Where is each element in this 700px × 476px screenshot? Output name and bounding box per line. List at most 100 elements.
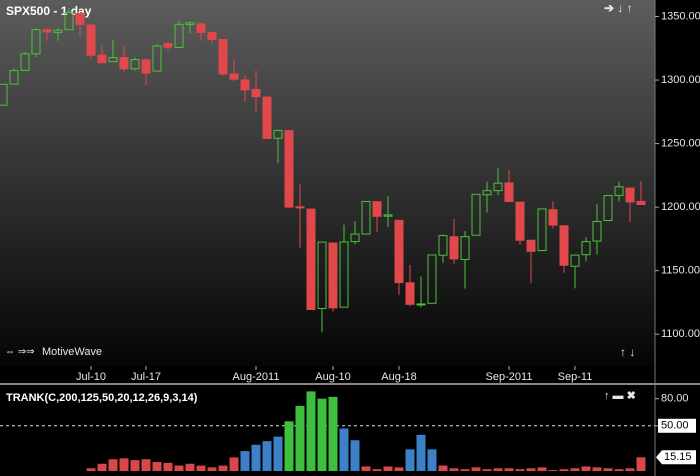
bar — [185, 463, 195, 471]
x-tick-label: Aug-2011 — [233, 371, 280, 383]
panel-icons[interactable]: ↑ ▬ ✖ — [604, 390, 636, 402]
candle-body — [262, 96, 272, 139]
chart-title: SPX500 - 1 day — [6, 4, 92, 18]
candle-body — [548, 209, 558, 226]
candle-body — [86, 24, 96, 56]
y-tick-label: 1200.00 — [661, 201, 700, 213]
candle-body — [20, 53, 30, 71]
bar — [383, 466, 393, 471]
bar — [548, 470, 558, 471]
candle-body — [592, 221, 602, 242]
candle-body — [504, 182, 514, 203]
candle-body — [493, 182, 503, 192]
bar — [460, 469, 470, 471]
candle-body — [559, 225, 569, 266]
bar — [207, 467, 217, 471]
bar — [559, 469, 569, 471]
bar — [449, 468, 459, 471]
candle-body — [537, 208, 547, 252]
bar — [284, 421, 294, 471]
candle-body — [449, 236, 459, 260]
candle-body — [141, 59, 151, 74]
candle-body — [383, 214, 393, 217]
candle-body — [482, 190, 492, 196]
candle-body — [229, 73, 239, 80]
panel-separator — [0, 383, 700, 385]
candle-body — [152, 45, 162, 72]
candle-body — [42, 29, 52, 33]
candle-body — [405, 282, 415, 305]
bar — [317, 398, 327, 471]
bar — [108, 459, 118, 471]
candle-body — [174, 23, 184, 48]
candle-body — [306, 208, 316, 310]
bar — [218, 465, 228, 471]
candle-body — [108, 57, 118, 63]
bar — [130, 460, 140, 471]
y-tick-label: 1100.00 — [661, 328, 700, 340]
candle-body — [119, 57, 129, 70]
x-tick-label: Jul-17 — [131, 371, 161, 383]
candle-body — [460, 236, 470, 260]
x-tick-label: Aug-10 — [315, 371, 350, 383]
y-tick-label: 50.00 — [661, 420, 689, 432]
bar — [515, 469, 525, 471]
candle-body — [581, 241, 591, 256]
bar — [97, 463, 107, 471]
y-tick-label: 1300.00 — [661, 74, 700, 86]
x-tick-label: Jul-10 — [76, 371, 106, 383]
bar — [273, 436, 283, 471]
bar — [482, 469, 492, 471]
bar — [592, 467, 602, 471]
bar — [427, 449, 437, 471]
bar — [119, 458, 129, 471]
bar — [493, 468, 503, 471]
bar — [603, 468, 613, 471]
bar — [416, 434, 426, 471]
bar — [504, 468, 514, 471]
x-tick-label: Sep-11 — [558, 371, 593, 383]
value-box — [656, 450, 696, 465]
date-axis — [0, 366, 700, 383]
nav-icons[interactable]: ⇔ ⇒⇒ — [5, 347, 35, 358]
candle-body — [240, 79, 250, 91]
panel-icons[interactable]: ↑ ↓ — [620, 345, 635, 359]
last-value-label: 15.15 — [664, 451, 692, 463]
candle-body — [295, 206, 305, 209]
y-tick-label: 80.00 — [661, 393, 689, 405]
bar — [229, 457, 239, 471]
tick-box — [658, 418, 696, 433]
candle-body — [394, 219, 404, 284]
bar — [306, 391, 316, 471]
bar — [636, 457, 646, 471]
bar — [625, 468, 635, 471]
candle-body — [64, 11, 74, 31]
bar — [339, 428, 349, 471]
candle-body — [328, 242, 338, 309]
candle-body — [163, 43, 173, 48]
bar — [86, 468, 96, 471]
candle-body — [31, 29, 41, 55]
bar — [152, 461, 162, 471]
bar — [262, 441, 272, 471]
candle-body — [350, 233, 360, 243]
bar — [581, 466, 591, 471]
candle-body — [130, 59, 140, 70]
y-tick-label: 1250.00 — [661, 138, 700, 150]
candle-body — [603, 195, 613, 222]
brand: MotiveWave — [42, 346, 102, 358]
candle-body — [251, 88, 261, 98]
candle-body — [218, 39, 228, 75]
panel-icons[interactable]: ➔ ↓ ↑ — [604, 1, 633, 15]
bar — [471, 467, 481, 471]
bar — [251, 444, 261, 471]
candle-body — [207, 32, 217, 40]
bar — [394, 467, 404, 471]
bar — [196, 465, 206, 471]
bar — [141, 459, 151, 471]
bar — [361, 466, 371, 471]
x-tick-label: Sep-2011 — [486, 371, 533, 383]
bar — [438, 465, 448, 471]
indicator-title: TRANK(C,200,125,50,20,12,26,9,3,14) — [6, 392, 198, 404]
